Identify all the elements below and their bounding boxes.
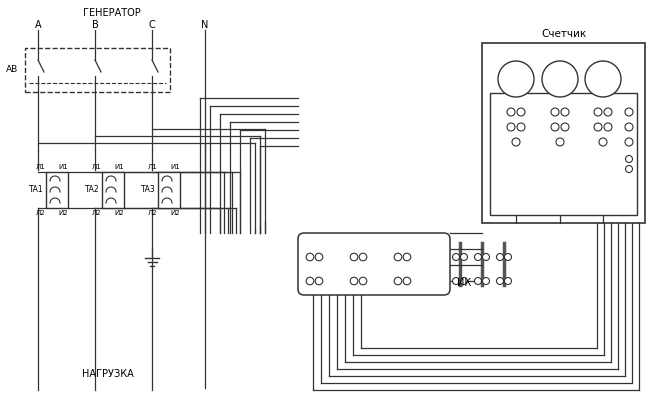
Bar <box>482 43 645 223</box>
Text: Л1: Л1 <box>91 164 101 170</box>
Circle shape <box>350 277 358 285</box>
Circle shape <box>403 253 411 261</box>
Text: B: B <box>91 20 99 30</box>
FancyBboxPatch shape <box>298 233 450 295</box>
Text: И1: И1 <box>114 164 124 170</box>
Circle shape <box>461 253 468 260</box>
Circle shape <box>604 108 612 116</box>
Text: И2: И2 <box>170 210 179 216</box>
Bar <box>46 172 68 208</box>
Text: N: N <box>201 20 209 30</box>
Text: И1: И1 <box>58 164 68 170</box>
Bar <box>25 48 170 92</box>
Circle shape <box>561 123 569 131</box>
Circle shape <box>403 277 411 285</box>
Circle shape <box>625 166 633 173</box>
Text: И1: И1 <box>170 164 180 170</box>
Circle shape <box>474 277 482 284</box>
Circle shape <box>625 123 633 131</box>
Circle shape <box>306 277 314 285</box>
Circle shape <box>497 253 503 260</box>
Circle shape <box>551 108 559 116</box>
Circle shape <box>625 138 633 146</box>
Circle shape <box>453 253 459 260</box>
Bar <box>158 172 180 208</box>
Text: Л1: Л1 <box>147 164 157 170</box>
Circle shape <box>394 277 402 285</box>
Bar <box>490 93 637 215</box>
Text: Л2: Л2 <box>35 210 45 216</box>
Circle shape <box>359 277 367 285</box>
Circle shape <box>306 253 314 261</box>
Circle shape <box>507 108 515 116</box>
Text: Л2: Л2 <box>147 210 157 216</box>
Circle shape <box>453 277 459 284</box>
Text: Л2: Л2 <box>91 210 101 216</box>
Circle shape <box>625 155 633 162</box>
Circle shape <box>394 253 402 261</box>
Text: ГЕНЕРАТОР: ГЕНЕРАТОР <box>83 8 141 18</box>
Text: НАГРУЗКА: НАГРУЗКА <box>82 369 134 379</box>
Circle shape <box>585 61 621 97</box>
Circle shape <box>542 61 578 97</box>
Circle shape <box>474 253 482 260</box>
Circle shape <box>350 253 358 261</box>
Circle shape <box>315 277 323 285</box>
Bar <box>102 172 124 208</box>
Circle shape <box>594 123 602 131</box>
Text: C: C <box>148 20 155 30</box>
Circle shape <box>461 277 468 284</box>
Text: И2: И2 <box>114 210 124 216</box>
Text: АВ: АВ <box>6 66 18 75</box>
Circle shape <box>482 277 489 284</box>
Circle shape <box>498 61 534 97</box>
Circle shape <box>625 108 633 116</box>
Circle shape <box>594 108 602 116</box>
Circle shape <box>359 253 367 261</box>
Circle shape <box>517 108 525 116</box>
Circle shape <box>599 138 607 146</box>
Circle shape <box>604 123 612 131</box>
Text: И2: И2 <box>58 210 68 216</box>
Circle shape <box>517 123 525 131</box>
Circle shape <box>505 277 512 284</box>
Text: Л1: Л1 <box>35 164 45 170</box>
Circle shape <box>507 123 515 131</box>
Text: A: A <box>35 20 41 30</box>
Circle shape <box>556 138 564 146</box>
Text: ТА1: ТА1 <box>30 186 44 195</box>
Circle shape <box>551 123 559 131</box>
Circle shape <box>315 253 323 261</box>
Circle shape <box>482 253 489 260</box>
Circle shape <box>505 253 512 260</box>
Text: Счетчик: Счетчик <box>541 29 586 39</box>
Text: ИК: ИК <box>457 278 471 288</box>
Text: ТА2: ТА2 <box>85 186 100 195</box>
Circle shape <box>561 108 569 116</box>
Circle shape <box>497 277 503 284</box>
Text: ТА3: ТА3 <box>141 186 156 195</box>
Circle shape <box>512 138 520 146</box>
